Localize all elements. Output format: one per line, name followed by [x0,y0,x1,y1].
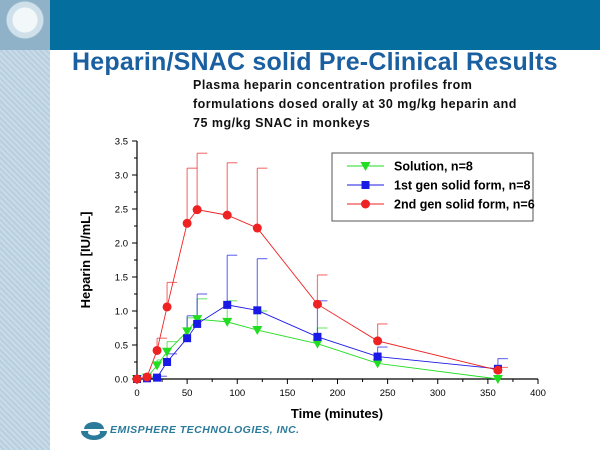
x-tick-label: 50 [182,388,193,399]
y-tick-label: 1.5 [115,273,128,284]
y-tick-label: 2.5 [115,205,128,216]
data-point [182,327,193,337]
y-tick-label: 3.0 [115,171,128,182]
x-tick-label: 400 [530,388,546,399]
data-point [152,361,163,371]
legend-label: 1st gen solid form, n=8 [394,179,531,193]
x-tick-label: 250 [380,388,396,399]
data-point [182,218,192,228]
chart-subtitle: Plasma heparin concentration profiles fr… [193,76,553,133]
y-axis-label: Heparin [IU/mL] [78,212,93,309]
company-name: EMISPHERE TECHNOLOGIES, INC. [110,424,300,436]
data-point [222,317,233,327]
y-tick-label: 0.5 [115,341,128,352]
data-point [162,302,172,312]
subtitle-line: formulations dosed orally at 30 mg/kg he… [193,97,517,111]
data-point [493,365,503,375]
x-tick-label: 100 [229,388,245,399]
legend-marker [361,181,370,189]
data-point [312,299,322,309]
legend-marker [361,199,370,209]
x-tick-label: 150 [279,388,295,399]
data-point [193,319,202,328]
data-point [142,372,152,382]
decorative-sidebar [0,0,50,450]
legend: Solution, n=8 1st gen solid form, n=8 2nd … [331,152,535,222]
y-tick-label: 1.0 [115,307,128,318]
data-point [152,345,162,355]
data-point [252,326,263,336]
data-point [313,332,322,341]
x-tick-label: 200 [330,388,346,399]
data-point [183,334,192,343]
header-bar [50,0,600,50]
data-point [162,347,173,357]
legend-marker [360,162,371,171]
data-point [192,315,203,325]
data-point [153,373,162,382]
series-markers [132,205,503,384]
data-point [222,210,232,220]
subtitle-line: 75 mg/kg SNAC in monkeys [193,116,371,130]
data-point [132,374,142,384]
data-point [192,205,202,215]
subtitle-line: Plasma heparin concentration profiles fr… [193,78,473,92]
data-point [252,223,262,233]
x-tick-label: 300 [430,388,446,399]
error-bars [146,152,508,378]
y-tick-label: 3.5 [115,137,128,148]
data-point [373,336,383,346]
data-point [163,358,172,366]
data-point [312,339,323,349]
data-point [372,359,383,369]
y-tick-label: 0.0 [115,375,128,386]
slide-title: Heparin/SNAC solid Pre-Clinical Results [72,48,558,76]
y-tick-label: 2.0 [115,239,128,250]
pill-photo [0,0,50,50]
data-point [223,300,232,309]
x-axis-label: Time (minutes) [291,406,383,421]
legend-label: 2nd gen solid form, n=6 [394,198,535,212]
x-tick-label: 0 [134,388,139,399]
x-tick-label: 350 [480,388,496,399]
data-point [492,375,503,384]
data-point [253,306,262,315]
company-logo-icon [81,422,107,440]
data-point [373,352,382,361]
legend-label: Solution, n=8 [394,160,473,174]
